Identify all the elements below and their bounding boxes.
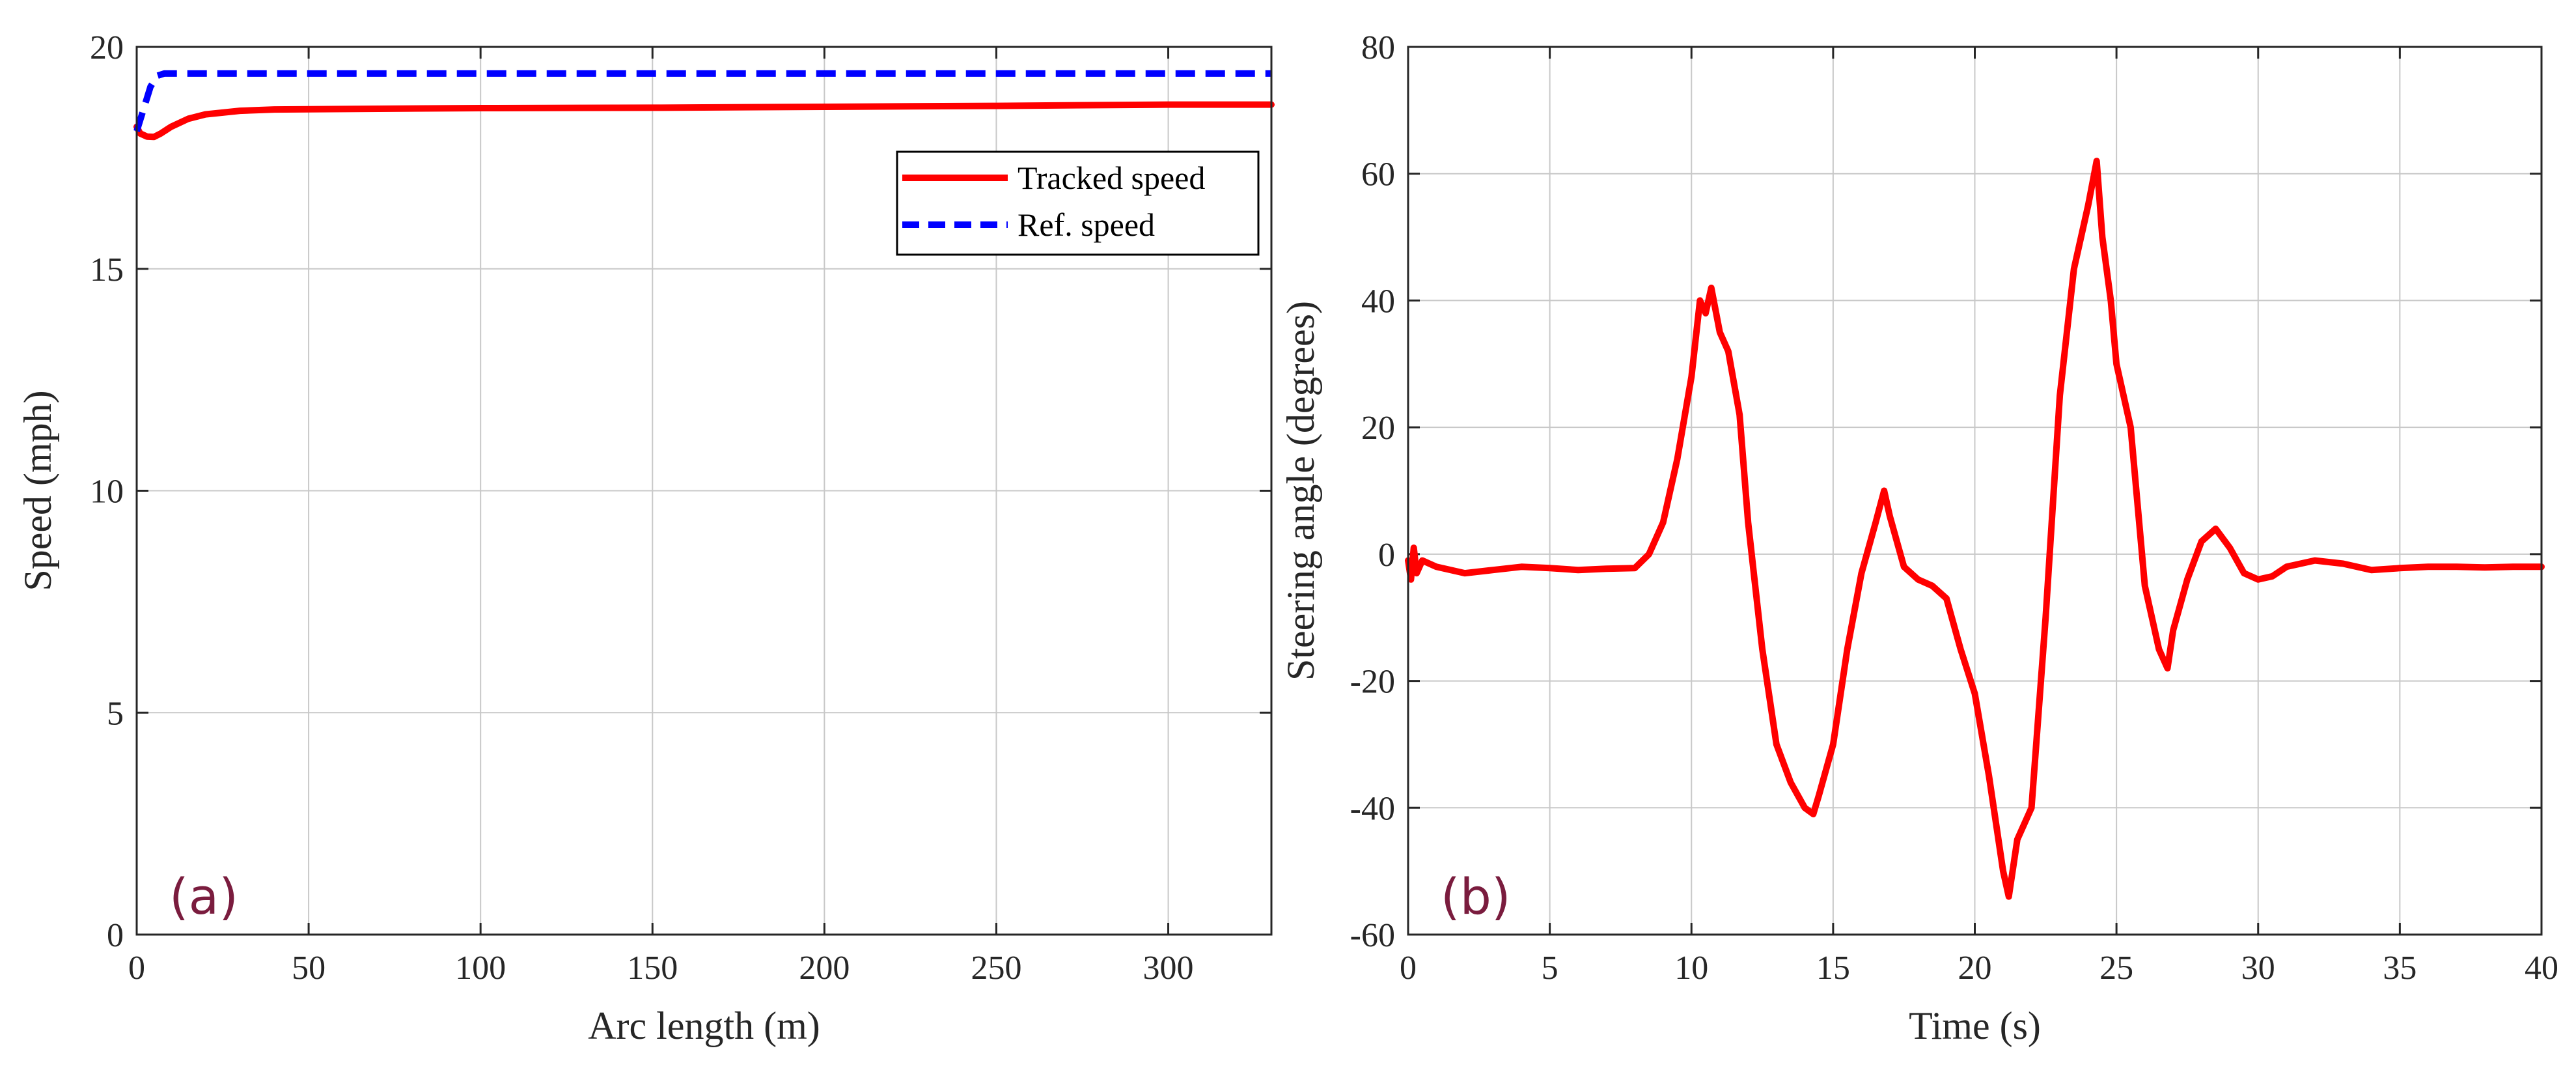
x-tick-label: 300 <box>1143 950 1194 987</box>
chart-b-grid <box>1407 46 2542 935</box>
chart-steering: 0 5 10 15 20 25 30 35 40 -60 -40 -20 0 20 40 60 80 Time … <box>1279 29 2558 1047</box>
legend-label-tracked-speed: Tracked speed <box>1018 160 1205 196</box>
y-tick-label: 0 <box>1378 537 1395 574</box>
series-line-steering-angle <box>1405 158 2545 900</box>
series-line-ref-speed <box>133 70 1271 132</box>
x-tick-label: 150 <box>627 950 678 987</box>
y-tick-label: 40 <box>1361 283 1395 320</box>
y-tick-label: 20 <box>90 29 124 66</box>
x-tick-label: 25 <box>2099 950 2133 987</box>
y-tick-label: 20 <box>1361 410 1395 447</box>
y-tick-label: -20 <box>1350 664 1395 701</box>
chart-a-panel-label: (a) <box>169 867 238 925</box>
chart-a-series <box>133 70 1275 141</box>
x-tick-label: 30 <box>2241 950 2275 987</box>
x-tick-label: 10 <box>1674 950 1708 987</box>
y-tick-label: 0 <box>107 917 124 954</box>
x-tick-label: 20 <box>1958 950 1992 987</box>
x-tick-label: 35 <box>2383 950 2417 987</box>
chart-a-ylabel: Speed (mph) <box>16 390 59 591</box>
chart-b-series <box>1405 158 2545 900</box>
x-tick-label: 5 <box>1542 950 1558 987</box>
y-tick-label: 15 <box>90 251 124 289</box>
chart-a-xlabel: Arc length (m) <box>588 1004 820 1047</box>
x-tick-label: 0 <box>128 950 145 987</box>
chart-a-tick-labels: 0 50 100 150 200 250 300 0 5 10 15 20 <box>90 29 1271 987</box>
y-tick-label: 60 <box>1361 156 1395 193</box>
y-tick-label: 10 <box>90 473 124 511</box>
chart-b-axes-box <box>1407 46 2543 936</box>
x-tick-label: 40 <box>2525 950 2558 987</box>
x-tick-label: 250 <box>971 950 1021 987</box>
y-tick-label: 5 <box>107 695 124 732</box>
y-tick-label: -60 <box>1350 917 1395 954</box>
x-tick-label: 15 <box>1816 950 1850 987</box>
chart-b-xlabel: Time (s) <box>1909 1004 2041 1047</box>
chart-a-axes-box <box>135 46 1273 936</box>
chart-b-ylabel: Steering angle (degrees) <box>1279 301 1322 681</box>
x-tick-label: 50 <box>292 950 325 987</box>
chart-b-panel-label: (b) <box>1441 867 1511 925</box>
chart-a-legend: Tracked speed Ref. speed <box>896 150 1260 256</box>
legend-box <box>896 150 1260 256</box>
x-tick-label: 100 <box>455 950 506 987</box>
legend-label-ref-speed: Ref. speed <box>1018 206 1155 243</box>
x-tick-label: 200 <box>799 950 850 987</box>
chart-b-tick-labels: 0 5 10 15 20 25 30 35 40 -60 -40 -20 0 20 40 60 80 <box>1350 29 2558 987</box>
y-tick-label: -40 <box>1350 790 1395 827</box>
series-line-tracked-speed <box>133 101 1275 141</box>
x-tick-label: 0 <box>1400 950 1417 987</box>
y-tick-label: 80 <box>1361 29 1395 66</box>
chart-speed: 0 50 100 150 200 250 300 0 5 10 15 20 Arc length (m… <box>16 29 1275 1047</box>
